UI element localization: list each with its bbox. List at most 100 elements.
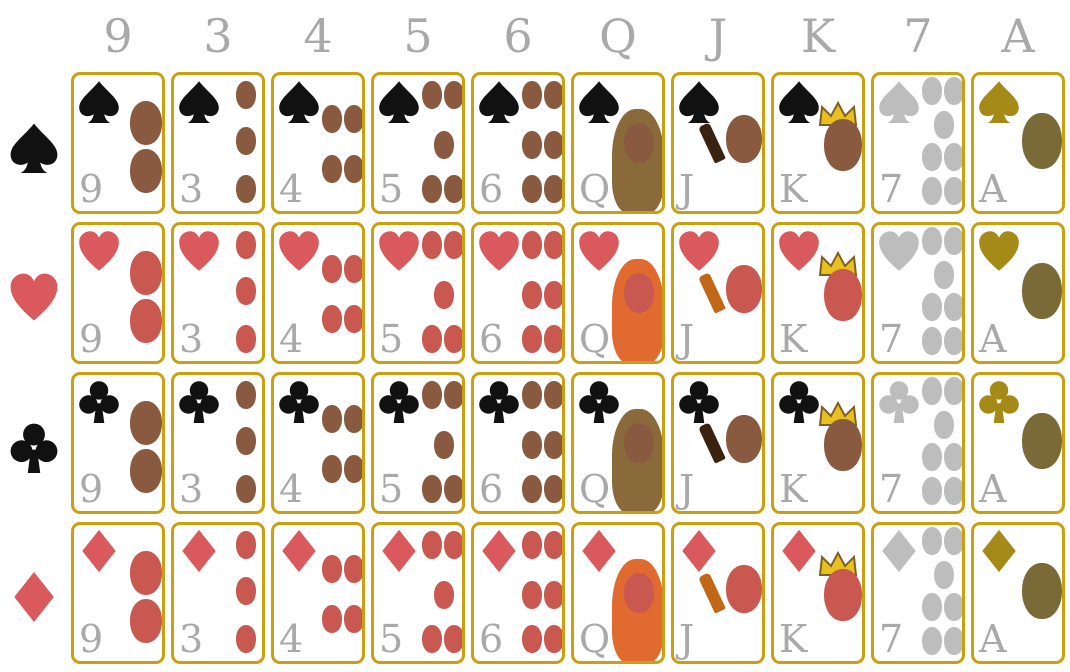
card-4-clubs[interactable]: 4 [271,372,365,514]
column-header-7: K [800,9,836,63]
card-7-clubs[interactable]: 7 [871,372,965,514]
card-A-clubs[interactable]: A [971,372,1065,514]
column-header-1: 3 [203,9,233,63]
jack-face-icon [726,415,762,463]
face-pip-icon [322,255,342,283]
face-pip-icon [130,101,162,145]
card-rank-label: 5 [379,167,404,211]
card-rank-label: A [979,467,1007,511]
face-pip-icon [944,143,962,171]
card-9-hearts[interactable]: 9 [71,222,165,364]
spade-icon [477,79,521,123]
card-3-hearts[interactable]: 3 [171,222,265,364]
card-5-diamonds[interactable]: 5 [371,522,465,664]
row-header-clubs [2,372,66,522]
face-pip-icon [130,149,162,193]
king-face-icon [824,119,862,171]
card-rank-label: Q [579,467,611,511]
card-3-clubs[interactable]: 3 [171,372,265,514]
ace-face-icon [1022,413,1062,469]
spade-icon [877,79,921,123]
card-A-spades[interactable]: A [971,72,1065,214]
card-rank-label: A [979,167,1007,211]
face-pip-icon [922,627,942,655]
card-J-hearts[interactable]: J [671,222,765,364]
card-4-diamonds[interactable]: 4 [271,522,365,664]
card-7-spades[interactable]: 7 [871,72,965,214]
face-pip-icon [422,475,442,503]
card-4-spades[interactable]: 4 [271,72,365,214]
face-pip-icon [944,477,962,505]
card-rank-label: 9 [79,167,104,211]
column-header-9: A [1001,9,1035,63]
card-4-hearts[interactable]: 4 [271,222,365,364]
card-9-clubs[interactable]: 9 [71,372,165,514]
face-pip-icon [422,81,442,109]
card-Q-clubs[interactable]: Q [571,372,665,514]
face-pip-icon [544,381,562,409]
card-3-diamonds[interactable]: 3 [171,522,265,664]
card-5-spades[interactable]: 5 [371,72,465,214]
face-pip-icon [344,305,362,333]
face-pip-icon [522,381,542,409]
club-icon [977,379,1021,423]
card-J-diamonds[interactable]: J [671,522,765,664]
card-rank-label: K [779,167,808,211]
card-7-diamonds[interactable]: 7 [871,522,965,664]
card-6-spades[interactable]: 6 [471,72,565,214]
card-rank-label: 7 [879,167,904,211]
diamond-icon [877,529,921,573]
card-K-spades[interactable]: K [771,72,865,214]
face-pip-icon [444,381,462,409]
face-pip-icon [922,593,942,621]
diamond-icon [577,529,621,573]
card-3-spades[interactable]: 3 [171,72,265,214]
card-J-clubs[interactable]: J [671,372,765,514]
face-pip-icon [922,477,942,505]
card-K-diamonds[interactable]: K [771,522,865,664]
card-5-hearts[interactable]: 5 [371,222,465,364]
heart-icon [377,229,421,273]
face-pip-icon [322,455,342,483]
card-6-clubs[interactable]: 6 [471,372,565,514]
heart-icon [277,229,321,273]
card-9-diamonds[interactable]: 9 [71,522,165,664]
card-6-diamonds[interactable]: 6 [471,522,565,664]
card-rank-label: J [679,617,695,661]
card-6-hearts[interactable]: 6 [471,222,565,364]
face-pip-icon [522,231,542,259]
card-rank-label: 3 [179,317,204,361]
heart-icon [777,229,821,273]
face-pip-icon [236,577,256,605]
spade-icon [777,79,821,123]
king-face-icon [824,569,862,621]
face-pip-icon [922,443,942,471]
card-rank-label: 5 [379,317,404,361]
card-A-diamonds[interactable]: A [971,522,1065,664]
face-pip-icon [544,131,562,159]
diamond-icon [477,529,521,573]
diamond-icon [377,529,421,573]
club-icon [677,379,721,423]
card-K-hearts[interactable]: K [771,222,865,364]
card-Q-spades[interactable]: Q [571,72,665,214]
jack-face-icon [726,115,762,163]
card-Q-hearts[interactable]: Q [571,222,665,364]
card-7-hearts[interactable]: 7 [871,222,965,364]
card-5-clubs[interactable]: 5 [371,372,465,514]
beer-bottle-icon [698,272,726,314]
face-pip-icon [922,293,942,321]
face-pip-icon [130,299,162,343]
face-pip-icon [422,325,442,353]
face-pip-icon [444,231,462,259]
face-pip-icon [422,625,442,653]
column-header-2: 4 [303,9,333,63]
face-pip-icon [934,411,954,439]
face-pip-icon [922,227,942,255]
card-K-clubs[interactable]: K [771,372,865,514]
card-9-spades[interactable]: 9 [71,72,165,214]
card-J-spades[interactable]: J [671,72,765,214]
card-A-hearts[interactable]: A [971,222,1065,364]
card-Q-diamonds[interactable]: Q [571,522,665,664]
card-rank-label: J [679,167,695,211]
